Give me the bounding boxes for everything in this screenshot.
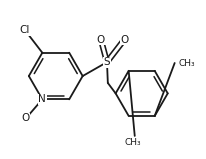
Text: CH₃: CH₃: [177, 59, 194, 68]
Text: CH₃: CH₃: [124, 138, 141, 147]
Text: Cl: Cl: [20, 25, 30, 35]
Text: O: O: [96, 35, 104, 45]
Text: O: O: [22, 113, 30, 123]
Text: S: S: [103, 57, 110, 67]
Text: N: N: [38, 94, 46, 104]
Text: O: O: [120, 35, 128, 45]
